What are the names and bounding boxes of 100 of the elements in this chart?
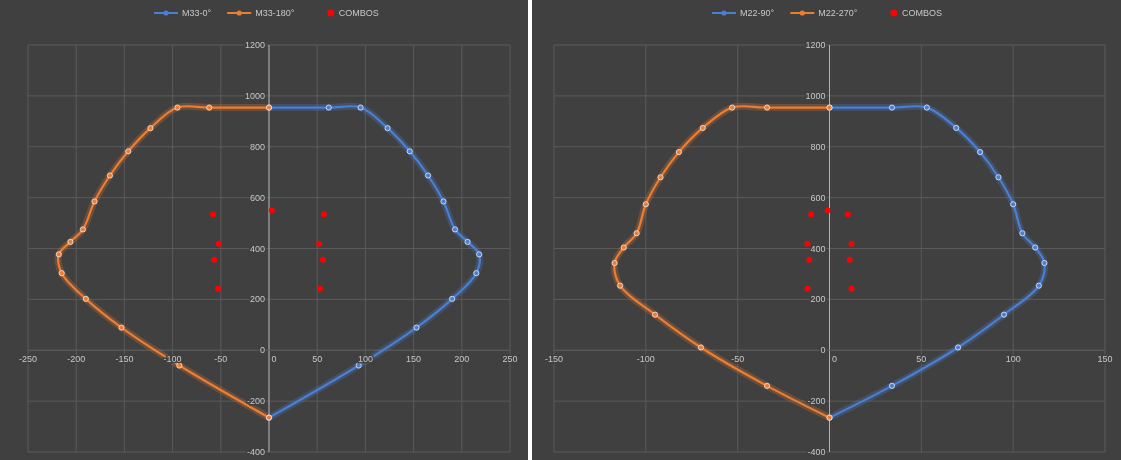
point [452,226,459,233]
point [657,174,664,181]
y-tick-label: 800 [810,141,826,152]
y-tick-label: 400 [249,243,265,254]
y-tick-label: 800 [249,141,265,152]
point [413,324,420,331]
point [425,172,432,179]
y-tick-label: 1000 [805,90,826,101]
legend-label: M33-0° [182,8,212,18]
legend-label: M22-90° [739,8,775,18]
point [147,125,154,132]
point [995,174,1002,181]
x-tick-label: -50 [214,354,228,365]
y-tick-label: 1200 [805,40,826,50]
y-tick-label: -200 [807,396,826,407]
y-tick-label: 600 [249,192,265,203]
point [764,382,771,389]
point [55,251,62,258]
x-tick-label: -150 [544,354,564,365]
point [642,201,649,208]
point [357,104,364,111]
point [977,149,984,156]
point [79,226,86,233]
legend-label: COMBOS [901,8,942,18]
point [617,282,624,289]
x-tick-label: 0 [831,354,838,365]
point [1000,311,1007,318]
x-tick-label: 200 [454,354,470,365]
point [699,124,706,131]
y-tick-label: 0 [259,345,265,356]
point [82,295,89,302]
point [210,211,217,218]
x-tick-label: -250 [18,354,38,365]
point [611,260,618,266]
point [106,172,113,179]
point [58,270,65,277]
point [1019,230,1026,237]
point [675,149,682,156]
x-tick-label: 0 [271,354,277,365]
point [91,198,98,205]
point [697,344,704,351]
x-tick-label: -200 [67,354,86,365]
x-tick-label: -100 [636,354,655,365]
point [844,211,851,218]
point [440,198,447,205]
x-tick-label: -50 [731,354,745,365]
legend-label: M22-270° [818,8,858,18]
point [804,285,811,292]
point [806,256,813,263]
point [888,382,895,389]
point [633,230,640,237]
point [1032,244,1039,251]
legend-label: COMBOS [338,8,379,18]
point [215,240,222,247]
point [317,285,324,292]
point [464,238,471,245]
x-tick-label: -150 [115,354,134,365]
point [1041,260,1048,266]
point [449,295,456,302]
x-tick-label: 50 [916,354,927,365]
point [316,240,323,247]
y-tick-label: 400 [810,243,826,254]
point [888,104,895,111]
x-tick-label: 150 [1097,354,1113,365]
point [848,285,855,292]
point [211,256,218,263]
point [652,311,659,318]
point [174,104,181,111]
point [923,104,930,111]
point [320,211,327,218]
y-tick-label: 1000 [244,90,265,101]
point [473,270,480,277]
y-tick-label: -400 [246,447,265,457]
point [846,256,853,263]
y-tick-label: 600 [810,192,826,203]
legend-label: M33-180° [255,8,295,18]
point [808,211,815,218]
point [206,104,213,111]
point [118,324,125,331]
x-tick-label: 100 [1005,354,1021,365]
y-tick-label: -200 [246,396,265,407]
point [67,238,74,245]
point [476,251,483,258]
y-tick-label: 200 [810,294,826,305]
y-tick-label: 0 [820,345,826,356]
point [764,104,771,111]
point [384,125,391,132]
point [176,362,183,369]
y-tick-label: 1200 [244,40,265,50]
point [804,240,811,247]
y-tick-label: 200 [249,294,265,305]
point [955,344,962,351]
point [1010,201,1017,208]
x-tick-label: 50 [312,354,323,365]
point [848,240,855,247]
x-tick-label: 250 [502,354,518,365]
point [319,256,326,263]
point [406,148,413,155]
x-tick-label: 150 [406,354,422,365]
point [729,104,736,111]
